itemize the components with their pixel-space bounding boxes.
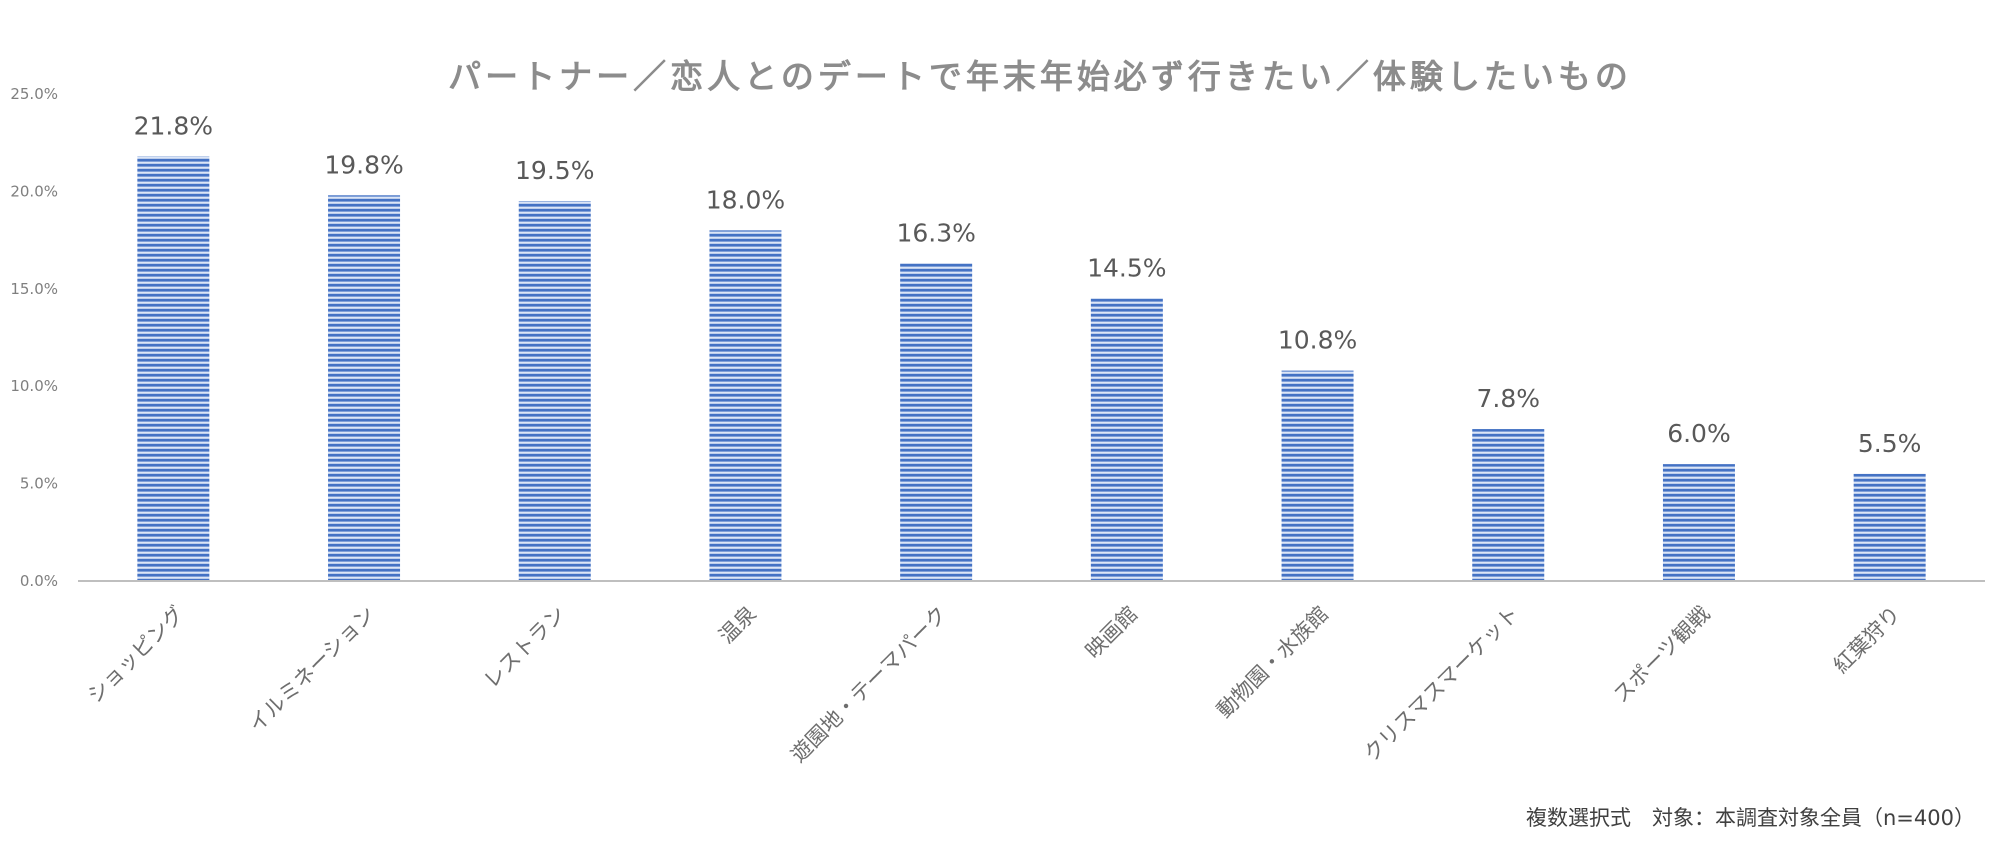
y-tick-label: 15.0%: [10, 280, 58, 298]
y-tick-label: 10.0%: [10, 377, 58, 395]
bar: [1853, 473, 1926, 581]
y-axis-ticks: 0.0% 5.0% 10.0% 15.0% 20.0% 25.0%: [10, 85, 58, 590]
data-labels: 21.8% 19.8% 19.5% 18.0% 16.3% 14.5% 10.8% 7.8% 6…: [134, 111, 1922, 458]
x-tick-label: 遊園地・テーマパーク: [786, 602, 951, 767]
bar: [518, 201, 591, 581]
x-tick-label: クリスマスマーケット: [1359, 602, 1524, 767]
y-tick-label: 5.0%: [20, 475, 58, 493]
x-tick-label: 動物園・水族館: [1212, 602, 1333, 723]
footnote: 複数選択式 対象：本調査対象全員（n=400）: [1526, 806, 1975, 830]
bar: [1662, 464, 1735, 581]
bar: [137, 156, 210, 581]
y-tick-label: 25.0%: [10, 85, 58, 103]
y-tick-label: 20.0%: [10, 182, 58, 200]
x-tick-label: スポーツ観戦: [1609, 602, 1715, 708]
bar: [1472, 429, 1545, 581]
bar: [709, 230, 782, 582]
x-tick-label: ショッピング: [83, 602, 189, 708]
bar: [900, 263, 973, 581]
data-label: 6.0%: [1667, 419, 1731, 448]
chart-title: パートナー／恋人とのデートで年末年始必ず行きたい／体験したいもの: [448, 57, 1632, 96]
x-tick-label: イルミネーション: [244, 602, 379, 737]
x-tick-label: 温泉: [714, 602, 761, 649]
data-label: 18.0%: [706, 185, 785, 214]
y-tick-label: 0.0%: [20, 572, 58, 590]
data-label: 10.8%: [1278, 326, 1357, 355]
x-tick-label: 映画館: [1081, 602, 1143, 664]
x-tick-label: 紅葉狩り: [1829, 602, 1905, 678]
data-label: 21.8%: [134, 111, 213, 140]
x-axis-ticks: ショッピング イルミネーション レストラン 温泉 遊園地・テーマパーク 映画館 動物園・水族…: [83, 602, 1905, 767]
data-label: 7.8%: [1476, 384, 1540, 413]
bar: [1090, 298, 1163, 581]
bars: [137, 156, 1926, 582]
data-label: 16.3%: [896, 218, 975, 247]
data-label: 5.5%: [1858, 429, 1922, 458]
bar: [328, 195, 401, 581]
data-label: 19.8%: [324, 150, 403, 179]
data-label: 14.5%: [1087, 254, 1166, 283]
data-label: 19.5%: [515, 156, 594, 185]
bar: [1281, 370, 1354, 581]
x-tick-label: レストラン: [479, 602, 570, 693]
